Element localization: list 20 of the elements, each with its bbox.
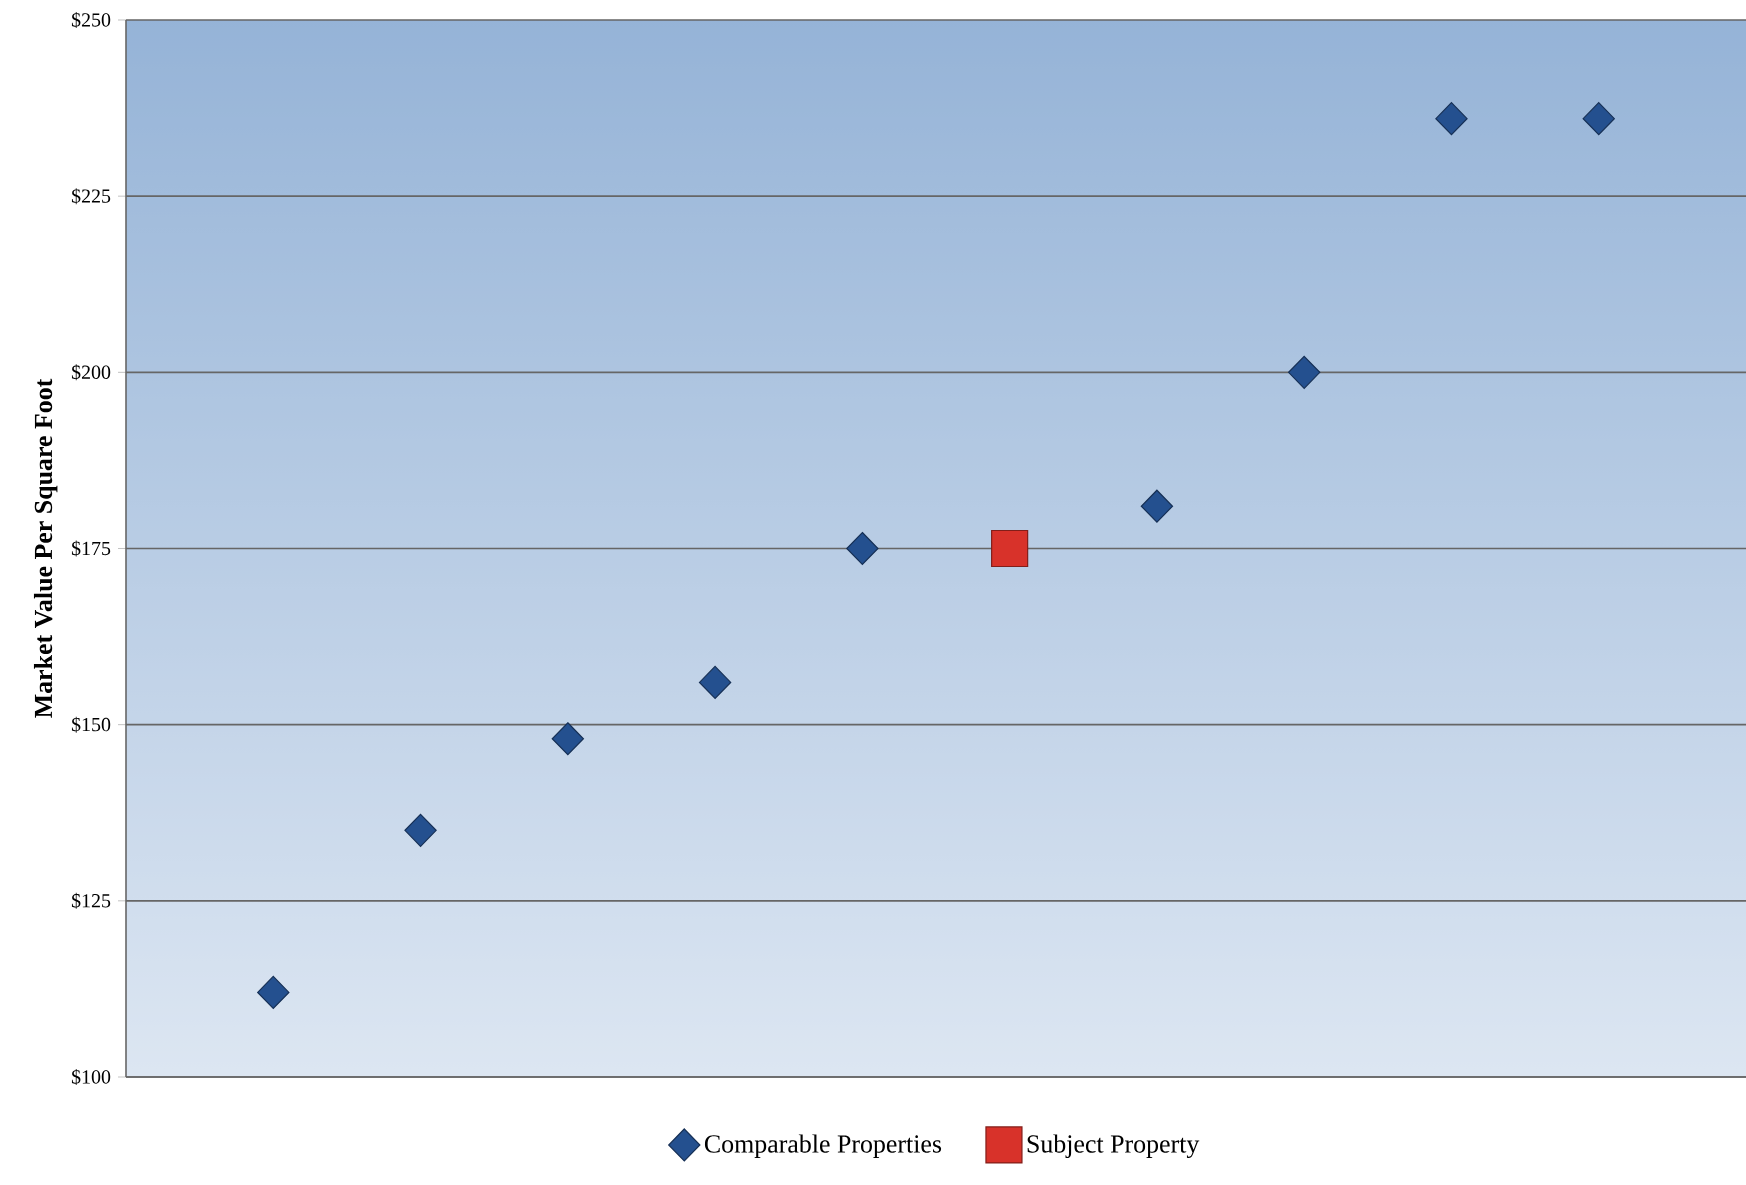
y-tick-label: $225 <box>71 188 111 205</box>
y-tick-label: $150 <box>71 716 111 733</box>
y-axis-title: Market Value Per Square Foot <box>33 378 58 718</box>
legend-label: Subject Property <box>1027 1134 1200 1159</box>
point <box>551 722 585 756</box>
point <box>404 813 437 847</box>
y-tick-label: $250 <box>71 12 111 28</box>
point <box>1287 355 1321 389</box>
y-tick-label: $175 <box>71 540 111 557</box>
legend-label: Comparable Properties <box>704 1134 942 1158</box>
point <box>991 529 1029 568</box>
point <box>698 665 732 699</box>
y-tick-label: $125 <box>71 892 111 909</box>
y-tick-label: $200 <box>71 364 111 381</box>
point <box>846 531 879 566</box>
point <box>257 975 290 1010</box>
point <box>1582 102 1615 136</box>
point <box>1435 102 1468 136</box>
point <box>1140 489 1174 523</box>
y-tick-label: $100 <box>71 1069 111 1085</box>
